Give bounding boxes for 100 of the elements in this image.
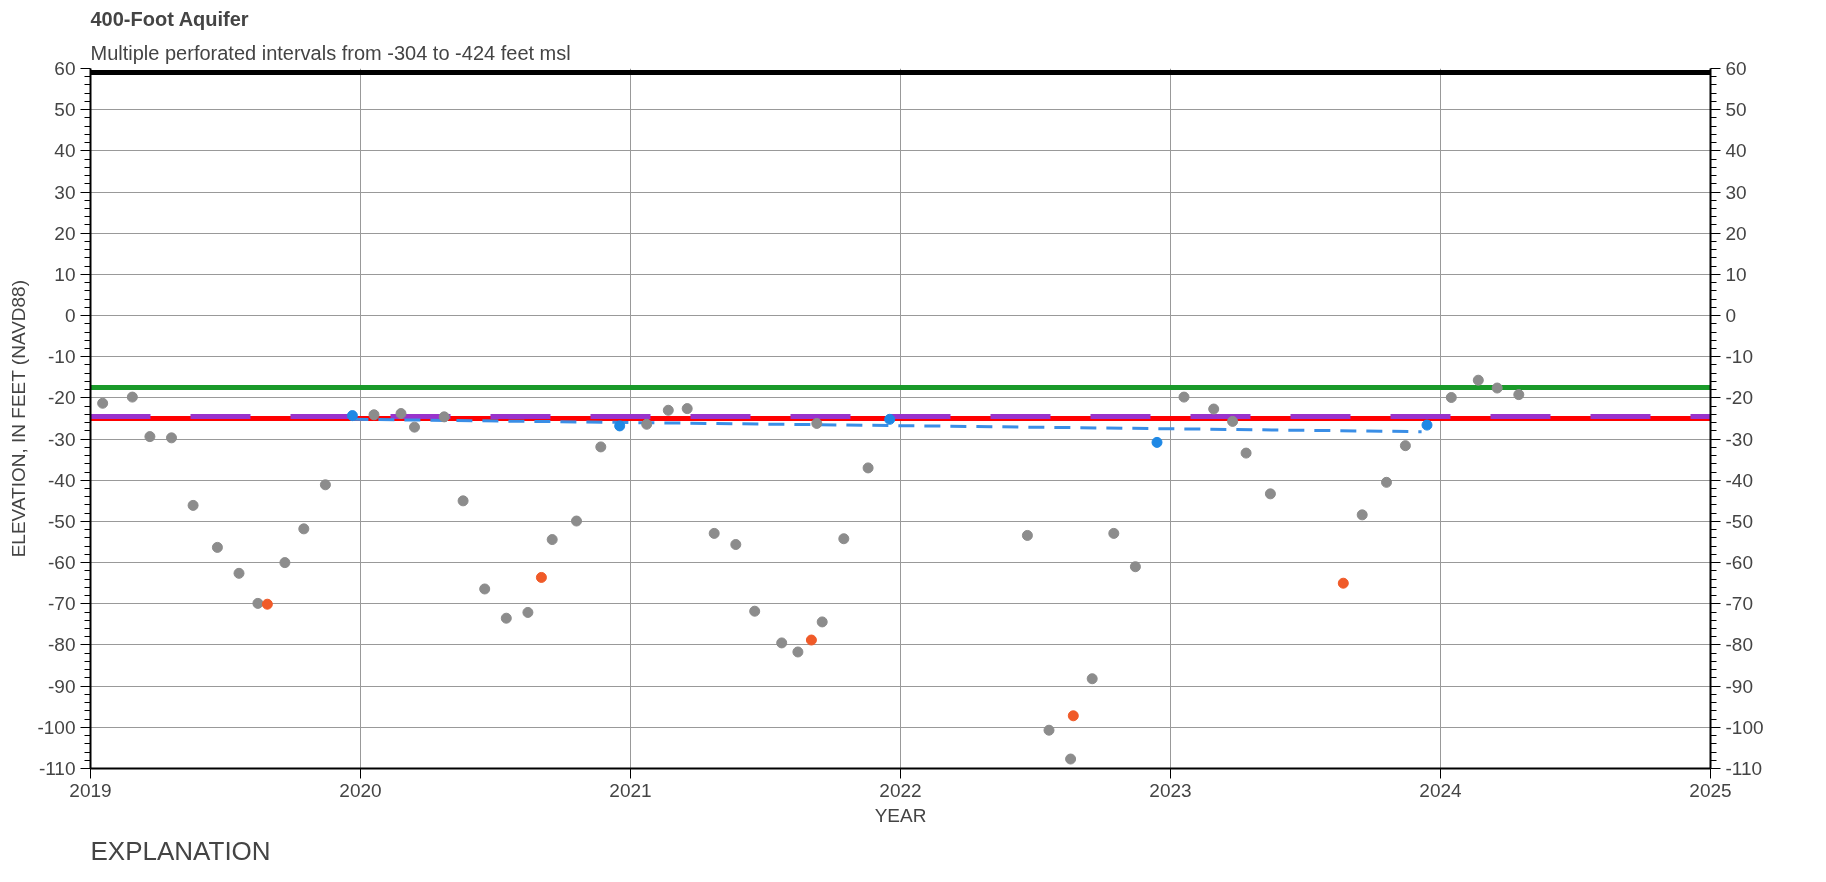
point <box>522 606 534 618</box>
point <box>1472 374 1484 386</box>
point <box>1021 529 1033 541</box>
y2-tick-label: -90 <box>1725 675 1753 697</box>
y-tick-label: 20 <box>54 222 76 244</box>
point <box>535 571 547 583</box>
point <box>1227 415 1239 427</box>
point <box>438 411 450 423</box>
point <box>838 533 850 545</box>
point <box>1240 447 1252 459</box>
y-axis-title: ELEVATION, IN FEET (NAVD88) <box>8 280 30 558</box>
chart-title: 400-Foot Aquifer <box>90 7 249 30</box>
point <box>1491 382 1503 394</box>
point <box>1067 710 1079 722</box>
point <box>1356 509 1368 521</box>
y-tick-label: 0 <box>64 305 76 327</box>
point <box>409 421 420 433</box>
point <box>126 391 138 403</box>
point <box>708 527 720 539</box>
y-tick-label: -20 <box>48 387 76 409</box>
point <box>166 432 177 444</box>
y2-tick-label: 20 <box>1725 222 1747 244</box>
point <box>811 417 823 429</box>
point <box>211 541 223 553</box>
y-tick-label: 40 <box>54 140 76 162</box>
point <box>500 612 512 624</box>
point <box>862 462 874 474</box>
point <box>1151 436 1163 448</box>
x-tick-label: 2019 <box>69 779 112 801</box>
x-tick-label: 2025 <box>1689 779 1732 801</box>
y2-tick-label: 0 <box>1725 305 1737 327</box>
point <box>1043 724 1055 736</box>
text: EXPLANATION <box>90 835 271 866</box>
point <box>595 441 607 453</box>
point <box>1399 440 1411 452</box>
point <box>1337 577 1349 589</box>
point <box>614 420 626 432</box>
y2-tick-label: 10 <box>1725 263 1747 285</box>
point <box>1445 392 1457 403</box>
chart-subtitle: Multiple perforated intervals from -304 to -424 feet msl <box>90 41 571 64</box>
y2-tick-label: 60 <box>1725 58 1747 79</box>
y2-tick-label: -80 <box>1725 634 1753 656</box>
y2-tick-label: -70 <box>1725 593 1753 615</box>
point <box>346 410 358 422</box>
point <box>1065 753 1077 765</box>
y-tick-label: -60 <box>48 552 76 574</box>
x-tick-label: 2024 <box>1419 779 1463 801</box>
point <box>252 597 264 609</box>
x-tick-label: 2023 <box>1149 779 1192 801</box>
point <box>730 539 742 550</box>
point <box>1129 561 1141 573</box>
point <box>571 515 582 527</box>
point <box>1178 391 1190 403</box>
point <box>816 616 828 628</box>
y2-tick-label: -50 <box>1725 510 1753 532</box>
y-tick-label: 30 <box>54 181 76 203</box>
y-tick-label: -40 <box>48 469 76 491</box>
y-tick-label: -70 <box>48 593 76 615</box>
y-tick-label: 50 <box>54 99 76 121</box>
point <box>792 646 804 658</box>
y-tick-label: -80 <box>48 634 76 656</box>
y2-tick-label: -60 <box>1725 552 1753 574</box>
point <box>749 605 761 617</box>
y-tick-label: 60 <box>54 58 76 79</box>
point <box>1208 403 1220 415</box>
point <box>1381 476 1392 488</box>
point <box>479 583 491 595</box>
x-tick-label: 2021 <box>609 779 652 801</box>
y2-tick-label: 30 <box>1725 181 1747 203</box>
y-tick-label: -90 <box>48 675 76 697</box>
y2-tick-label: -10 <box>1725 346 1753 368</box>
point <box>776 637 788 649</box>
y-tick-label: -110 <box>38 758 76 779</box>
y-tick-label: -100 <box>37 716 76 738</box>
y2-tick-label: -100 <box>1725 716 1764 738</box>
point <box>1108 527 1120 539</box>
point <box>457 495 469 507</box>
y-tick-label: -30 <box>48 428 76 450</box>
point <box>805 634 817 646</box>
point <box>97 397 109 409</box>
x-tick-label: 2022 <box>879 779 922 801</box>
y-tick-label: -50 <box>48 510 76 532</box>
x-axis-title: YEAR <box>874 804 927 826</box>
y2-tick-label: -30 <box>1725 428 1753 450</box>
point <box>279 557 291 569</box>
y-tick-label: -10 <box>48 346 76 368</box>
y2-tick-label: 50 <box>1725 99 1747 121</box>
y2-tick-label: -20 <box>1725 387 1753 409</box>
point <box>546 534 558 546</box>
point <box>261 598 273 610</box>
point <box>368 409 380 421</box>
point <box>1264 488 1276 500</box>
point <box>187 499 199 511</box>
point <box>144 431 156 443</box>
point <box>319 479 331 491</box>
point <box>298 523 310 535</box>
y-tick-label: 10 <box>54 263 76 285</box>
point <box>395 408 407 420</box>
point <box>662 404 674 416</box>
x-tick-label: 2020 <box>339 779 382 801</box>
